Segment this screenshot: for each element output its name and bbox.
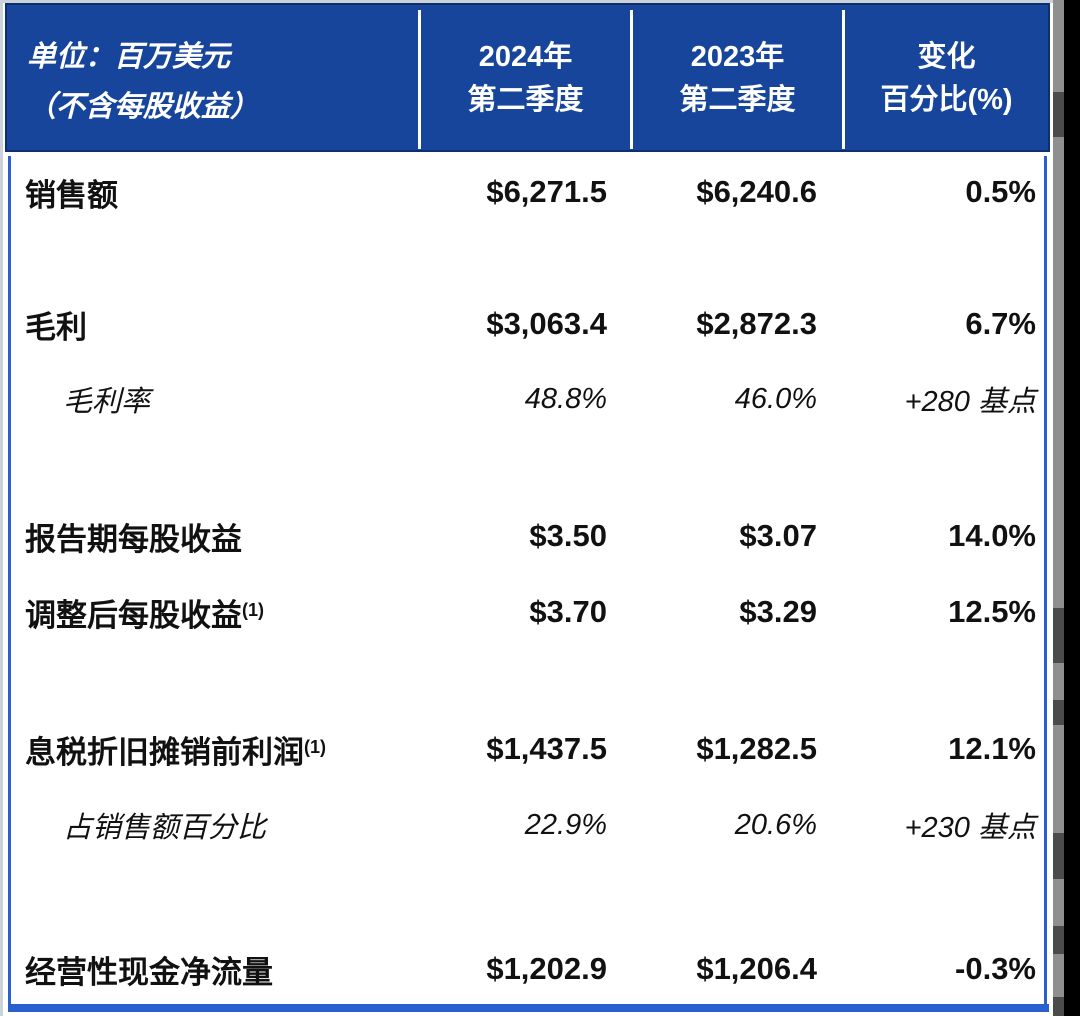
scrollbar-mark[interactable] (1053, 92, 1064, 137)
row-label-text: 销售额 (25, 177, 118, 213)
value-change: +280 基点 (904, 386, 1036, 418)
value-2023: $2,872.3 (696, 306, 817, 341)
footnote-superscript: (1) (242, 599, 264, 620)
table-row-sales: 销售额 $6,271.5 $6,240.6 0.5% (11, 171, 1044, 213)
window-frame-top (0, 0, 1053, 3)
column-header-line: 2024年 (478, 41, 573, 73)
table-row-operating-cash-flow: 经营性现金净流量 $1,202.9 $1,206.4 -0.3% (11, 948, 1044, 990)
column-header-2024-q2: 2024年 第二季度 (421, 36, 630, 122)
window-black-edge (1064, 0, 1080, 1016)
value-change: 0.5% (965, 174, 1036, 209)
value-2023: 46.0% (734, 382, 817, 415)
value-change: -0.3% (955, 951, 1036, 986)
value-2024: 48.8% (524, 382, 607, 415)
scrollbar-mark[interactable] (1053, 608, 1064, 663)
column-header-line: 百分比(%) (880, 84, 1013, 116)
value-2024: $3,063.4 (486, 306, 607, 341)
unit-line-2: （不含每股收益） (27, 91, 260, 123)
column-header-2023-q2: 2023年 第二季度 (633, 36, 842, 122)
column-header-line: 变化 (917, 41, 976, 73)
row-label: 销售额 (11, 170, 412, 215)
row-label: 息税折旧摊销前利润(1) (11, 727, 412, 772)
value-2024: $1,437.5 (486, 731, 607, 766)
value-2023: $3.07 (739, 518, 817, 553)
header-separator-1 (418, 10, 421, 149)
table-header: 单位：百万美元 （不含每股收益） 2024年 第二季度 2023年 第二季度 变… (5, 3, 1050, 152)
column-header-line: 2023年 (690, 41, 785, 73)
value-2023: $6,240.6 (696, 174, 817, 209)
row-label: 调整后每股收益(1) (11, 590, 412, 635)
unit-line-1: 单位：百万美元 (27, 41, 231, 73)
value-2023: $1,206.4 (696, 951, 817, 986)
window-frame-left (0, 0, 3, 1016)
value-2024: $3.50 (529, 518, 607, 553)
row-label-text: 调整后每股收益 (25, 597, 242, 633)
column-header-line: 第二季度 (467, 84, 584, 116)
scrollbar-mark[interactable] (1053, 700, 1064, 725)
value-change: 6.7% (965, 306, 1036, 341)
scrollbar[interactable] (1053, 0, 1064, 1016)
table-bottom-border (8, 1004, 1049, 1012)
row-label-text: 毛利率 (63, 386, 151, 418)
row-label-text: 经营性现金净流量 (25, 954, 273, 990)
table-body: 销售额 $6,271.5 $6,240.6 0.5% 毛利 $3,063.4 $… (8, 156, 1047, 1004)
row-label-text: 毛利 (25, 309, 87, 345)
footnote-superscript: (1) (304, 736, 326, 757)
scrollbar-mark[interactable] (1053, 833, 1064, 879)
value-2023: $3.29 (739, 594, 817, 629)
header-separator-2 (630, 10, 633, 149)
row-label: 经营性现金净流量 (11, 947, 412, 992)
table-row-ebitda: 息税折旧摊销前利润(1) $1,437.5 $1,282.5 12.1% (11, 728, 1044, 770)
row-label-text: 占销售额百分比 (63, 812, 267, 844)
column-header-line: 第二季度 (679, 84, 796, 116)
value-2024: $1,202.9 (486, 951, 607, 986)
table-row-adjusted-eps: 调整后每股收益(1) $3.70 $3.29 12.5% (11, 591, 1044, 633)
table-row-gross-profit: 毛利 $3,063.4 $2,872.3 6.7% (11, 303, 1044, 345)
value-2024: 22.9% (524, 808, 607, 841)
row-label-text: 报告期每股收益 (25, 521, 242, 557)
unit-label: 单位：百万美元 （不含每股收益） (27, 32, 407, 132)
table-row-pct-of-sales: 占销售额百分比 22.9% 20.6% +230 基点 (11, 804, 1044, 846)
row-label: 毛利率 (11, 378, 412, 420)
value-change: 12.1% (948, 731, 1036, 766)
financial-table-document: 单位：百万美元 （不含每股收益） 2024年 第二季度 2023年 第二季度 变… (0, 0, 1053, 1016)
header-separator-3 (842, 10, 845, 149)
value-2023: 20.6% (734, 808, 817, 841)
value-2024: $3.70 (529, 594, 607, 629)
table-row-gross-margin: 毛利率 48.8% 46.0% +280 基点 (11, 378, 1044, 420)
row-label: 占销售额百分比 (11, 804, 412, 846)
value-2024: $6,271.5 (486, 174, 607, 209)
table-row-reported-eps: 报告期每股收益 $3.50 $3.07 14.0% (11, 515, 1044, 557)
scrollbar-mark[interactable] (1053, 997, 1064, 1016)
value-change: +230 基点 (904, 812, 1036, 844)
row-label: 报告期每股收益 (11, 514, 412, 559)
value-change: 12.5% (948, 594, 1036, 629)
scrollbar-mark[interactable] (1053, 926, 1064, 954)
row-label: 毛利 (11, 302, 412, 347)
column-header-change-pct: 变化 百分比(%) (845, 36, 1048, 122)
value-change: 14.0% (948, 518, 1036, 553)
value-2023: $1,282.5 (696, 731, 817, 766)
row-label-text: 息税折旧摊销前利润 (25, 734, 304, 770)
